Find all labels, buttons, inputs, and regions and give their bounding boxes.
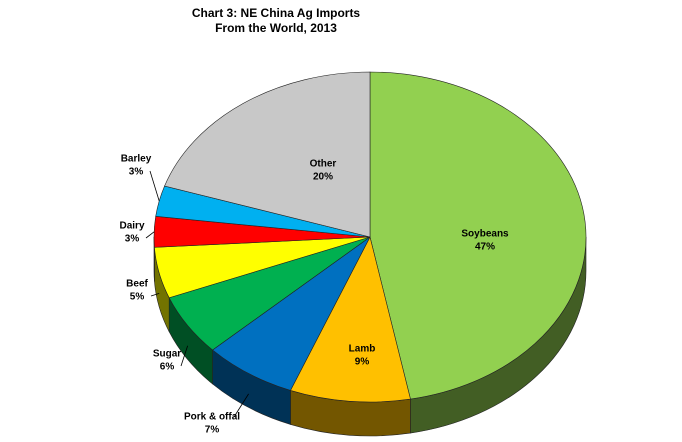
slice [164,71,371,238]
slice-value-label: 3% [125,234,140,245]
slice-label: Soybeans [461,229,509,240]
slice-label: Pork & offal [184,412,240,423]
slice [290,236,411,403]
slice-label: Barley [121,154,152,165]
leader-line [145,231,155,239]
slice-label: Beef [126,279,148,290]
leader-line [150,293,160,297]
slice-value-label: 7% [205,425,220,436]
slice [369,71,587,400]
slice-label: Sugar [153,349,181,360]
slice-label: Dairy [119,221,144,232]
leader-line [180,345,189,367]
slice-value-label: 6% [160,362,175,373]
leader-line [233,393,249,418]
leader-line [149,170,160,202]
slice-value-label: 47% [475,242,495,253]
slice-value-label: 20% [313,172,333,183]
chart-title: Chart 3: NE China Ag Imports [192,6,361,20]
chart-subtitle: From the World, 2013 [215,21,337,35]
slice-value-label: 9% [355,357,370,368]
slice-value-label: 5% [130,292,145,303]
slice-label: Lamb [349,344,376,355]
slice-value-label: 3% [129,167,144,178]
slice-label: Other [310,159,337,170]
